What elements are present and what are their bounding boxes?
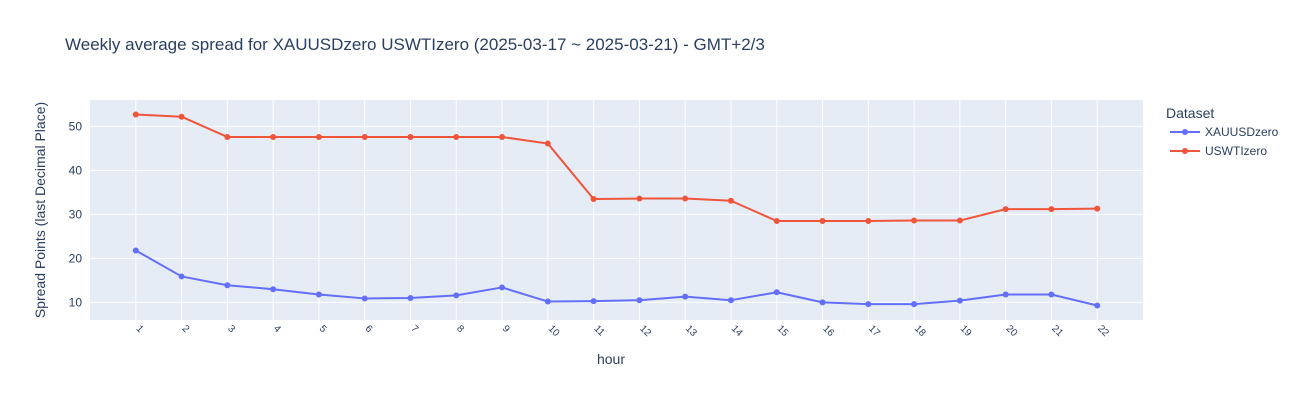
data-point[interactable] — [361, 295, 368, 302]
y-tick-label: 40 — [69, 163, 83, 177]
legend-item-uswtizero[interactable]: USWTIzero — [1170, 144, 1267, 158]
data-point[interactable] — [865, 301, 872, 308]
legend-swatch-marker — [1182, 148, 1188, 154]
x-tick-label: 8 — [454, 323, 466, 335]
x-tick-label: 16 — [820, 323, 836, 339]
data-point[interactable] — [132, 111, 139, 118]
legend-items[interactable]: XAUUSDzero USWTIzero — [1170, 125, 1279, 158]
data-point[interactable] — [499, 284, 506, 291]
legend-label: USWTIzero — [1205, 144, 1267, 158]
x-tick-label: 7 — [408, 323, 420, 335]
y-axis-ticks: 10 20 30 40 50 — [69, 119, 83, 309]
y-tick-label: 10 — [69, 295, 83, 309]
data-point[interactable] — [1094, 302, 1101, 309]
data-point[interactable] — [727, 297, 734, 304]
x-tick-label: 6 — [363, 323, 375, 335]
data-point[interactable] — [590, 196, 597, 202]
x-tick-label: 18 — [912, 323, 928, 339]
data-point[interactable] — [1002, 291, 1009, 298]
data-point[interactable] — [224, 133, 231, 140]
data-point[interactable] — [956, 297, 963, 304]
x-tick-label: 13 — [683, 323, 699, 339]
x-tick-label: 17 — [866, 323, 882, 339]
data-point[interactable] — [407, 133, 414, 140]
legend-swatch-marker — [1182, 129, 1188, 135]
data-point[interactable] — [682, 195, 689, 202]
x-tick-label: 2 — [179, 323, 191, 335]
data-point[interactable] — [132, 247, 139, 254]
x-axis-ticks: 1 2 3 4 5 6 7 8 9 10 11 12 13 14 15 16 17 18 19 20 21 22 — [134, 323, 1111, 339]
x-tick-label: 14 — [729, 323, 745, 339]
data-point[interactable] — [1094, 205, 1101, 212]
legend-item-xauusdzero[interactable]: XAUUSDzero — [1170, 125, 1279, 139]
data-point[interactable] — [544, 298, 551, 305]
y-tick-label: 50 — [69, 119, 83, 133]
data-point[interactable] — [590, 298, 597, 305]
data-point[interactable] — [453, 292, 460, 299]
data-point[interactable] — [499, 133, 506, 140]
x-tick-label: 21 — [1049, 323, 1065, 339]
data-point[interactable] — [361, 133, 368, 140]
x-tick-label: 20 — [1004, 323, 1020, 339]
data-point[interactable] — [270, 133, 277, 140]
x-tick-label: 11 — [591, 323, 606, 338]
data-point[interactable] — [636, 195, 643, 202]
series-xauusdzero — [132, 247, 1101, 309]
data-point[interactable] — [178, 113, 185, 120]
data-point[interactable] — [544, 140, 551, 147]
data-point[interactable] — [315, 133, 322, 140]
y-tick-label: 20 — [69, 251, 83, 265]
data-point[interactable] — [1048, 206, 1055, 213]
x-tick-label: 19 — [958, 323, 974, 339]
series-uswtizero — [132, 111, 1101, 224]
x-axis-title: hour — [597, 351, 625, 367]
data-point[interactable] — [270, 286, 277, 293]
data-point[interactable] — [453, 133, 460, 140]
data-point[interactable] — [819, 218, 826, 224]
data-point[interactable] — [178, 273, 185, 280]
data-point[interactable] — [727, 197, 734, 204]
data-point[interactable] — [682, 293, 689, 300]
x-tick-label: 5 — [317, 323, 329, 335]
x-tick-label: 3 — [225, 323, 237, 335]
legend[interactable]: Dataset XAUUSDzero USWTIzero — [1166, 105, 1279, 158]
data-point[interactable] — [911, 217, 918, 224]
series-line — [135, 249, 1098, 307]
y-axis-title: Spread Points (last Decimal Place) — [32, 102, 48, 318]
legend-label: XAUUSDzero — [1205, 125, 1279, 139]
data-point[interactable] — [773, 218, 780, 224]
data-point[interactable] — [224, 282, 231, 289]
data-point[interactable] — [773, 289, 780, 296]
x-tick-label: 9 — [500, 323, 512, 335]
x-tick-label: 12 — [637, 323, 653, 339]
x-tick-label: 1 — [134, 323, 146, 335]
series-line — [135, 113, 1098, 222]
data-point[interactable] — [819, 299, 826, 306]
data-point[interactable] — [1002, 206, 1009, 213]
x-tick-label: 15 — [775, 323, 791, 339]
legend-title: Dataset — [1166, 105, 1214, 121]
data-point[interactable] — [636, 297, 643, 304]
chart-title: Weekly average spread for XAUUSDzero USW… — [65, 35, 765, 54]
data-point[interactable] — [956, 217, 963, 224]
data-point[interactable] — [865, 218, 872, 224]
data-point[interactable] — [407, 295, 414, 301]
data-point[interactable] — [1048, 291, 1055, 298]
x-tick-label: 22 — [1095, 323, 1111, 339]
data-point[interactable] — [911, 301, 918, 308]
x-tick-label: 10 — [546, 323, 562, 339]
series-layer — [132, 111, 1101, 309]
x-tick-label: 4 — [271, 323, 283, 335]
data-point[interactable] — [315, 291, 322, 298]
y-tick-label: 30 — [69, 207, 83, 221]
